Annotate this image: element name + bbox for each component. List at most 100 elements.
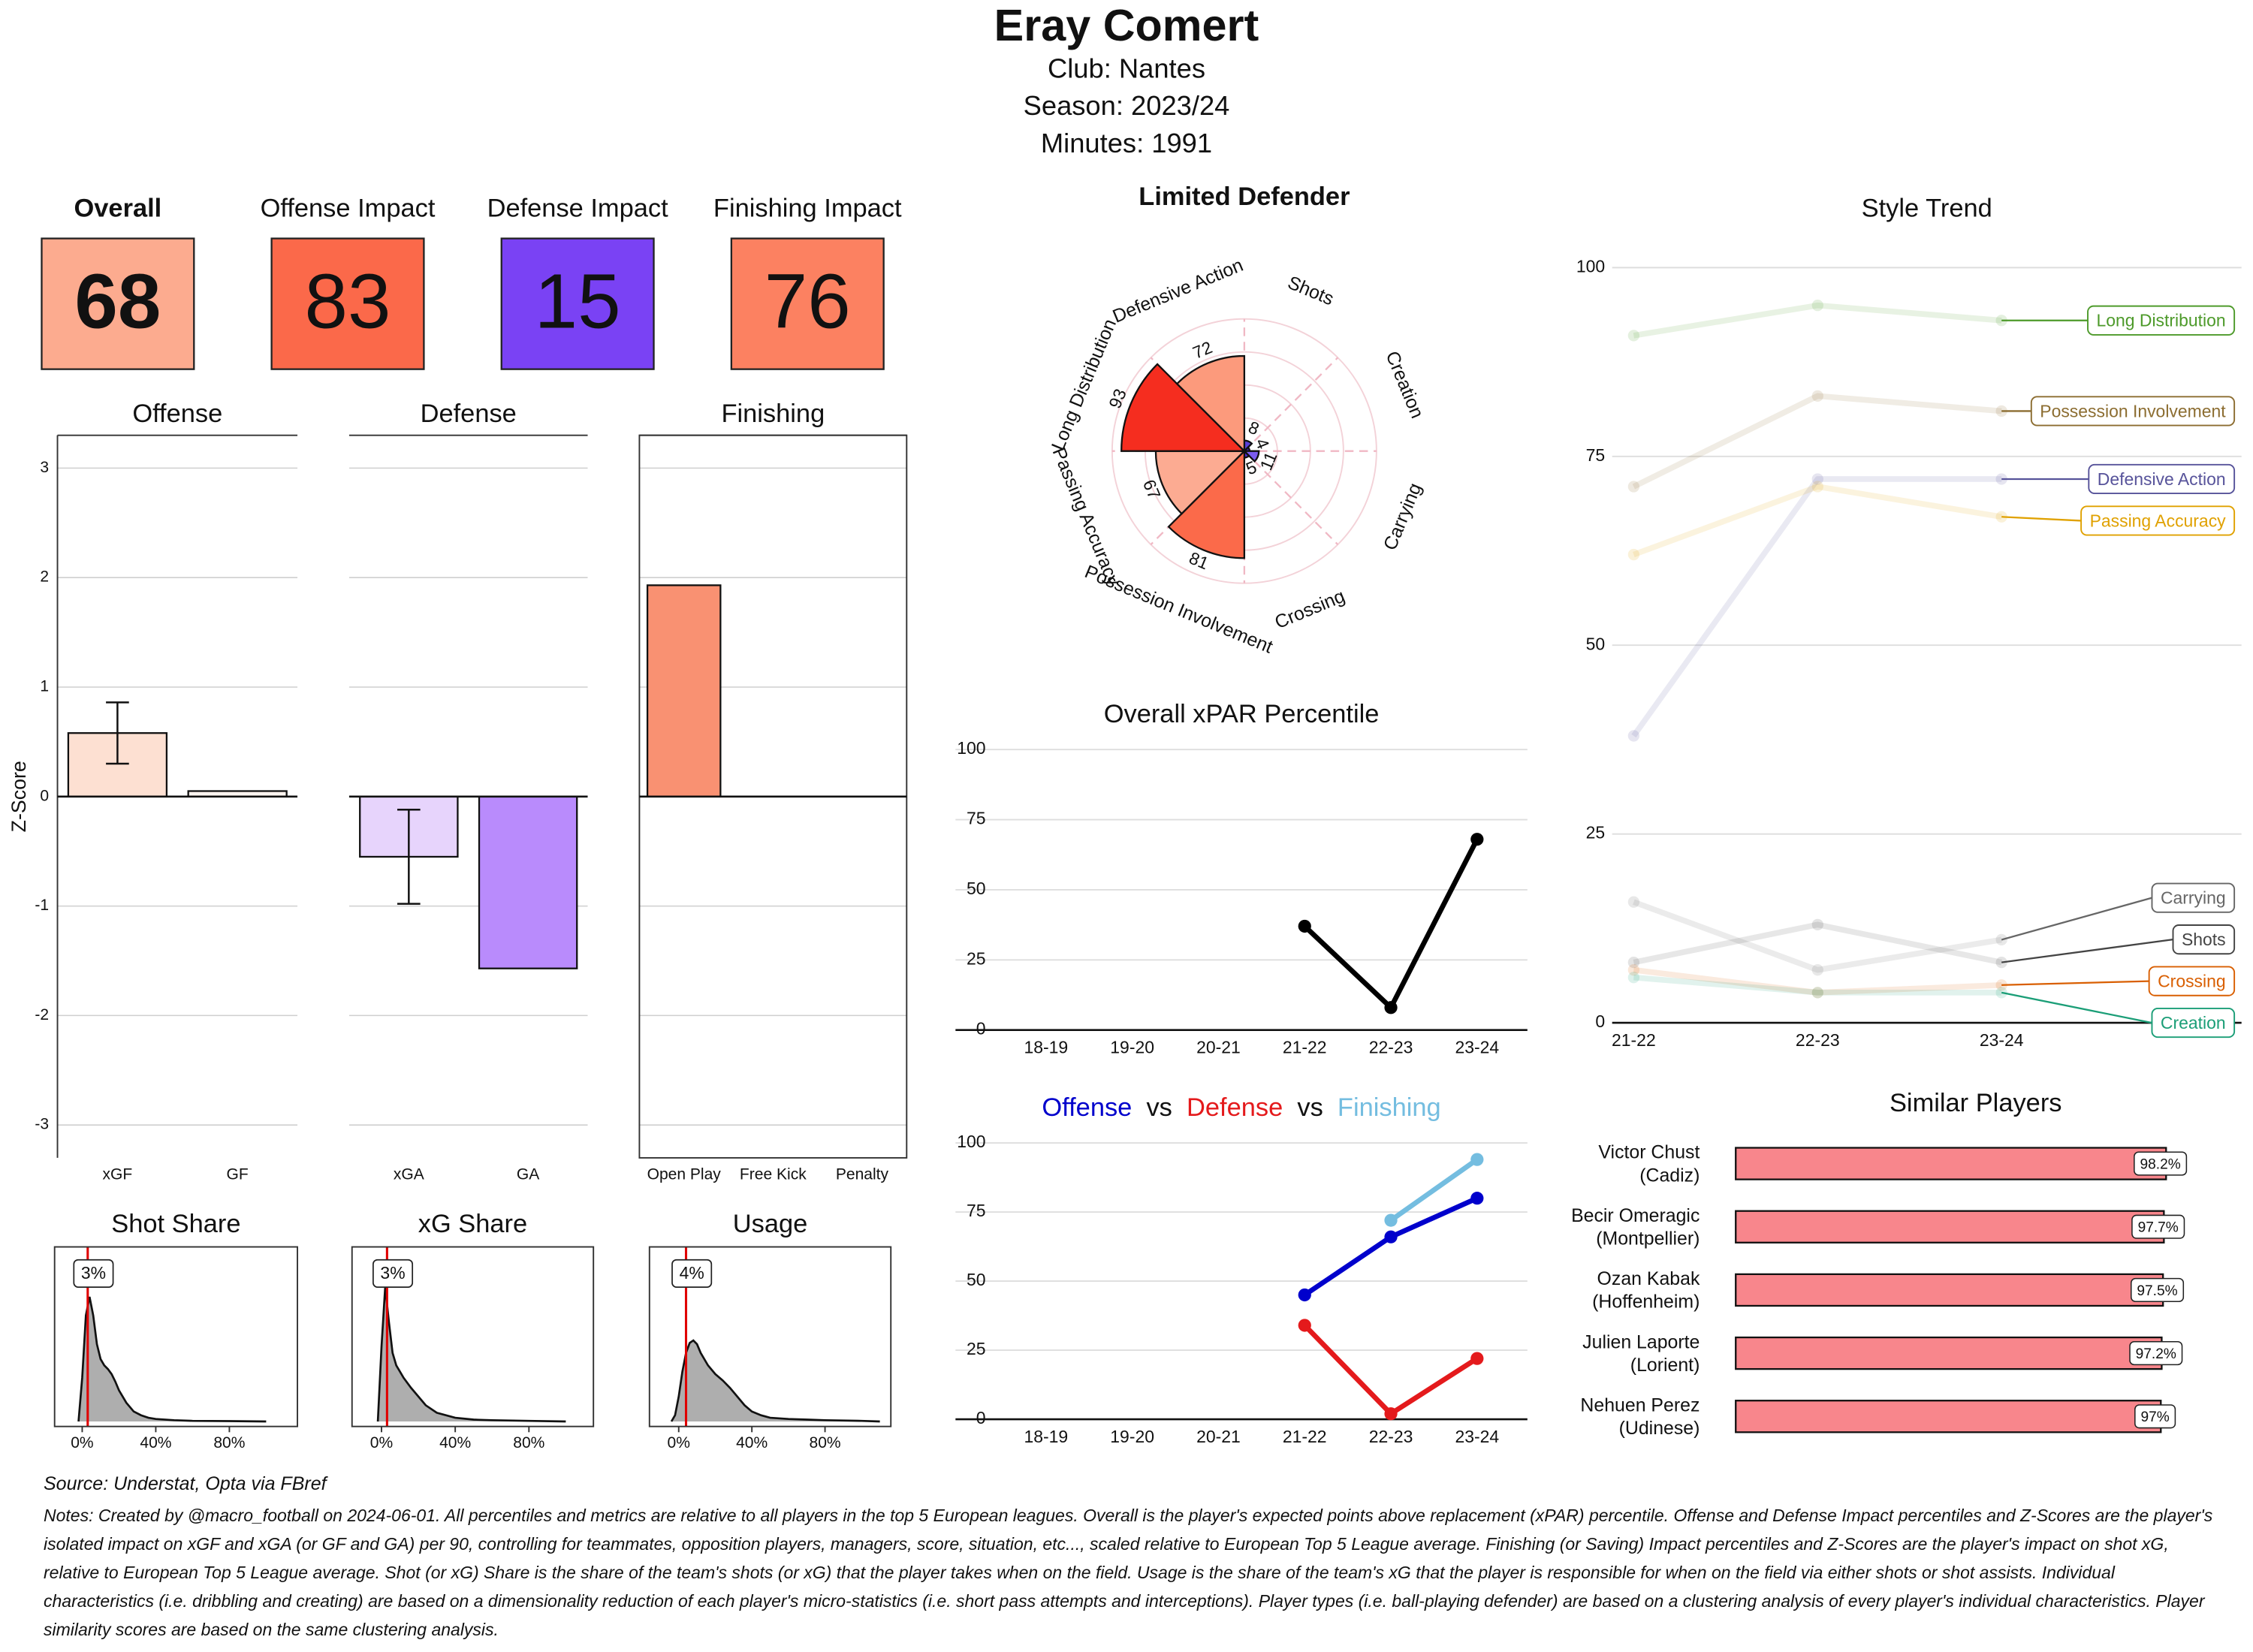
label-connector — [2001, 938, 2173, 963]
point — [1384, 1213, 1398, 1227]
series-label: Crossing — [2158, 972, 2226, 991]
marker-label-box — [73, 1259, 114, 1288]
marker-label: 3% — [81, 1263, 106, 1283]
value-label-box — [2134, 1151, 2188, 1176]
y-tick-label: 0 — [40, 787, 49, 804]
series-label-box — [2172, 924, 2236, 955]
point — [1470, 1352, 1484, 1365]
x-tick-label: 22-23 — [1369, 1427, 1413, 1446]
y-tick-label: 0 — [976, 1019, 986, 1039]
point — [1384, 1001, 1398, 1014]
label-connector — [2001, 991, 2152, 1024]
series-label-box — [2151, 882, 2236, 913]
density-fill — [378, 1286, 566, 1422]
x-tick-label: 21-22 — [1612, 1030, 1656, 1050]
value-label: 93 — [1105, 386, 1130, 411]
point — [1811, 964, 1823, 976]
point — [1627, 896, 1640, 908]
point — [1627, 956, 1640, 969]
y-tick-label: 75 — [967, 1201, 986, 1220]
y-tick-label: 0 — [976, 1408, 986, 1427]
y-tick-label: 25 — [967, 1339, 986, 1358]
point — [1811, 390, 1823, 402]
y-tick-label: 75 — [967, 809, 986, 828]
panel-title: Defense — [421, 399, 517, 428]
scorecard-box — [270, 237, 425, 370]
player-name: Victor Chust — [1598, 1142, 1700, 1163]
x-tick-label: Free Kick — [740, 1165, 807, 1183]
series-line — [1633, 484, 2002, 558]
series-line — [1631, 476, 2002, 738]
y-tick-label: 75 — [1586, 445, 1606, 465]
x-tick-label: 20-21 — [1196, 1427, 1241, 1446]
value-label: 97.5% — [2137, 1283, 2177, 1299]
x-tick-label: 0% — [71, 1434, 93, 1452]
player-name: Eray Comert — [994, 0, 1259, 50]
player-club: (Udinese) — [1619, 1418, 1700, 1439]
density-curve — [670, 1339, 880, 1423]
panel-title: xG Share — [418, 1210, 527, 1238]
chart-title: Overall xPAR Percentile — [1104, 700, 1380, 728]
y-tick-label: 3 — [40, 459, 49, 476]
point — [1298, 919, 1311, 933]
point — [1470, 1192, 1484, 1205]
header-line: Minutes: 1991 — [1041, 128, 1212, 158]
value-label: 72 — [1190, 337, 1215, 363]
footer: Source: Understat, Opta via FBref Notes:… — [44, 1473, 2221, 1644]
y-tick-label: 100 — [957, 738, 985, 758]
bar — [1735, 1147, 2167, 1180]
player-name: Becir Omeragic — [1571, 1205, 1700, 1226]
panel-frame — [648, 1246, 892, 1427]
bar — [1735, 1336, 2163, 1370]
chart-title: Similar Players — [1890, 1089, 2062, 1117]
x-tick-label: 40% — [736, 1434, 768, 1452]
x-tick-label: 40% — [439, 1434, 471, 1452]
y-tick-label: -2 — [35, 1006, 49, 1023]
series-label: Long Distribution — [2096, 311, 2225, 330]
polar-bar — [1167, 448, 1246, 559]
header-line: Club: Nantes — [1048, 53, 1205, 83]
series-label: Possession Involvement — [2040, 401, 2226, 421]
y-tick-label: 50 — [967, 1270, 986, 1289]
value-label-box — [2134, 1404, 2176, 1429]
bar — [1735, 1273, 2164, 1307]
scorecard-box — [730, 237, 885, 370]
scorecard-box — [500, 237, 655, 370]
point — [1811, 987, 1823, 999]
category-label: Carrying — [1380, 480, 1426, 553]
value-label: 97.7% — [2138, 1220, 2179, 1236]
player-club: (Hoffenheim) — [1592, 1292, 1700, 1313]
player-club: (Montpellier) — [1596, 1228, 1700, 1250]
series-line — [1633, 899, 2002, 973]
scorecard-label: Finishing Impact — [713, 194, 902, 222]
player-club: (Lorient) — [1630, 1355, 1700, 1376]
scorecard-value: 76 — [765, 258, 851, 345]
density-fill — [78, 1296, 267, 1422]
x-tick-label: 19-20 — [1110, 1038, 1154, 1057]
panel-title: Shot Share — [111, 1210, 240, 1238]
x-tick-label: 40% — [140, 1434, 171, 1452]
error-bar — [106, 701, 129, 765]
category-label: Crossing — [1272, 586, 1348, 633]
x-tick-label: 0% — [668, 1434, 690, 1452]
value-label: 98.2% — [2140, 1157, 2180, 1173]
panel-title: Usage — [733, 1210, 808, 1238]
y-tick-label: 1 — [40, 678, 49, 695]
category-label: Shots — [1285, 272, 1337, 309]
y-axis-label: Z-Score — [8, 761, 30, 832]
density-curve — [77, 1296, 267, 1423]
x-tick-label: 22-23 — [1369, 1038, 1413, 1057]
y-tick-label: 100 — [957, 1132, 985, 1151]
marker-label-box — [671, 1259, 713, 1288]
point — [1384, 1230, 1398, 1244]
player-name: Nehuen Perez — [1580, 1394, 1700, 1415]
value-label: 5 — [1243, 457, 1259, 478]
source: Source: Understat, Opta via FBref — [44, 1473, 327, 1494]
value-label-box — [2130, 1277, 2185, 1302]
point — [1298, 1319, 1311, 1332]
polar-bar — [1154, 450, 1247, 515]
marker-label: 3% — [380, 1263, 405, 1283]
x-tick-label: 18-19 — [1024, 1427, 1069, 1446]
point — [1627, 548, 1640, 561]
